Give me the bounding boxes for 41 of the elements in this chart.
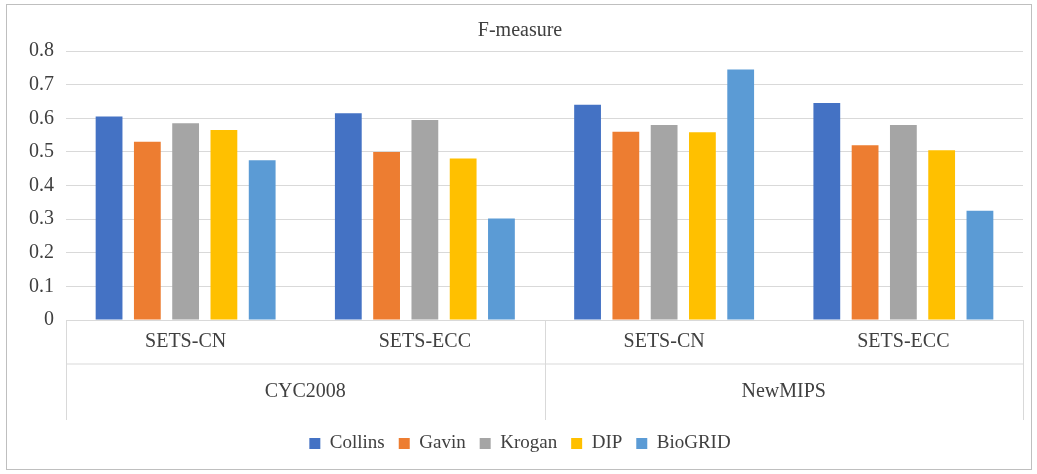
bar — [172, 123, 200, 320]
bar — [727, 69, 755, 320]
y-tick-label: 0.4 — [29, 172, 54, 195]
bar — [650, 124, 678, 320]
y-tick-label: 0.2 — [29, 240, 54, 262]
bar — [574, 104, 601, 320]
bar — [813, 103, 841, 320]
bar — [133, 141, 161, 320]
y-tick-label: 0.8 — [29, 38, 54, 61]
y-tick-label: 0.1 — [29, 273, 54, 296]
x-tick-label: SETS-ECC — [378, 329, 471, 352]
bar — [210, 130, 238, 320]
bar — [248, 160, 276, 320]
y-tick-label: 0.7 — [29, 71, 54, 94]
bar — [95, 116, 123, 320]
bar — [966, 210, 994, 320]
bar — [851, 145, 879, 320]
bar — [488, 218, 515, 320]
text: CYC2008 — [264, 379, 346, 402]
bar — [411, 119, 439, 320]
text: NewMIPS — [741, 379, 826, 402]
bar — [612, 131, 640, 320]
chart-title: F-measure — [477, 18, 563, 41]
y-tick-label: 0.3 — [29, 206, 54, 229]
x-tick-label: SETS-ECC — [857, 329, 950, 352]
x-tick-label: SETS-CN — [145, 329, 227, 352]
bar — [689, 132, 716, 320]
bar — [334, 113, 362, 320]
legend-label: Collins — [329, 431, 385, 453]
bar — [449, 158, 477, 320]
bar — [373, 151, 400, 320]
legend-label: Krogan — [500, 431, 558, 453]
y-tick-label: 0.5 — [29, 139, 54, 162]
legend-label: DIP — [591, 431, 623, 453]
y-tick-label: 0.6 — [29, 105, 54, 128]
y-tick-label: 0 — [44, 307, 54, 330]
legend-label: BioGRID — [656, 431, 731, 453]
legend-label: Gavin — [419, 431, 467, 453]
bar — [889, 124, 917, 320]
bar — [928, 150, 956, 320]
x-tick-label: SETS-CN — [623, 329, 705, 352]
